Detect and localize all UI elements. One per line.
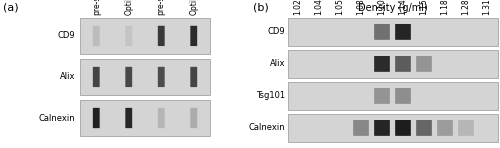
Text: 1.31: 1.31 — [482, 0, 492, 15]
FancyBboxPatch shape — [93, 108, 100, 128]
Bar — [288, 50, 498, 78]
FancyBboxPatch shape — [126, 26, 132, 46]
Text: 1.15: 1.15 — [420, 0, 428, 15]
Text: Alix: Alix — [60, 73, 75, 81]
Text: pre-spun: pre-spun — [92, 0, 101, 15]
Text: 1.04: 1.04 — [314, 0, 324, 15]
FancyBboxPatch shape — [374, 120, 390, 136]
Text: Calnexin: Calnexin — [248, 123, 285, 132]
FancyBboxPatch shape — [416, 56, 432, 72]
FancyBboxPatch shape — [158, 26, 164, 46]
FancyBboxPatch shape — [190, 26, 197, 46]
FancyBboxPatch shape — [395, 120, 411, 136]
Text: OptiMEM: OptiMEM — [189, 0, 198, 15]
Bar — [80, 59, 210, 95]
FancyBboxPatch shape — [158, 108, 164, 128]
FancyBboxPatch shape — [395, 24, 411, 40]
FancyBboxPatch shape — [93, 67, 100, 87]
Text: 1.10: 1.10 — [378, 0, 386, 15]
Text: (b): (b) — [252, 3, 268, 13]
Bar — [288, 82, 498, 110]
Text: (a): (a) — [2, 3, 18, 13]
Text: CD9: CD9 — [268, 27, 285, 36]
FancyBboxPatch shape — [353, 120, 369, 136]
FancyBboxPatch shape — [416, 120, 432, 136]
FancyBboxPatch shape — [374, 56, 390, 72]
Text: 1.18: 1.18 — [440, 0, 450, 15]
Bar — [288, 114, 498, 142]
Text: OptiMEM: OptiMEM — [124, 0, 133, 15]
FancyBboxPatch shape — [395, 56, 411, 72]
FancyBboxPatch shape — [126, 108, 132, 128]
Text: 1.28: 1.28 — [462, 0, 470, 15]
FancyBboxPatch shape — [93, 26, 100, 46]
FancyBboxPatch shape — [158, 67, 164, 87]
Text: pre-spun: pre-spun — [157, 0, 166, 15]
FancyBboxPatch shape — [374, 88, 390, 104]
FancyBboxPatch shape — [458, 120, 474, 136]
Text: Alix: Alix — [270, 59, 285, 68]
Bar — [288, 18, 498, 46]
FancyBboxPatch shape — [190, 108, 197, 128]
Text: Density (g/ml): Density (g/ml) — [358, 3, 428, 13]
FancyBboxPatch shape — [126, 67, 132, 87]
FancyBboxPatch shape — [374, 24, 390, 40]
Bar — [80, 100, 210, 136]
Text: 1.05: 1.05 — [336, 0, 344, 15]
FancyBboxPatch shape — [437, 120, 453, 136]
Bar — [80, 18, 210, 54]
FancyBboxPatch shape — [395, 88, 411, 104]
Text: Calnexin: Calnexin — [38, 114, 75, 123]
FancyBboxPatch shape — [190, 67, 197, 87]
Text: 1.08: 1.08 — [356, 0, 366, 15]
Text: Tsg101: Tsg101 — [256, 91, 285, 100]
Text: 1.14: 1.14 — [398, 0, 407, 15]
Text: 1.02: 1.02 — [294, 0, 302, 15]
Text: CD9: CD9 — [58, 31, 75, 40]
